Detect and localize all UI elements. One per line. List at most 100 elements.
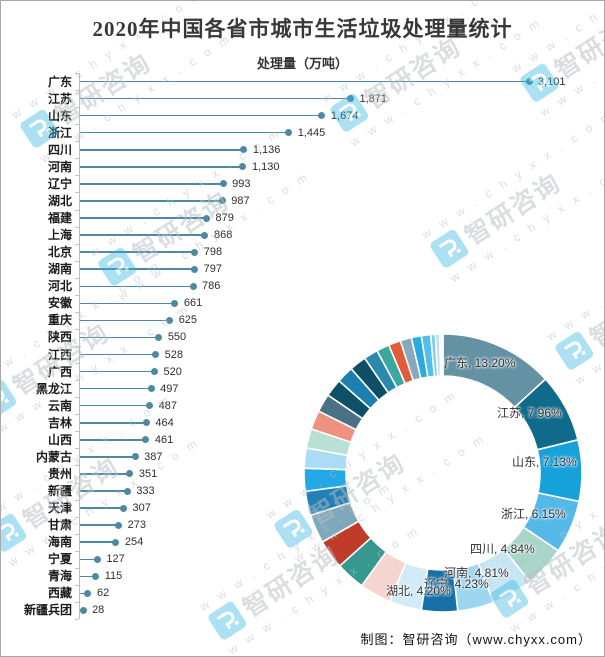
axis-tick xyxy=(75,397,79,399)
axis-tick xyxy=(75,465,79,467)
bar-dot xyxy=(150,368,158,376)
category-label: 湖南 xyxy=(47,262,72,277)
bar-track: 1,130 xyxy=(79,158,604,175)
bar-row: 浙江 1,445 xyxy=(1,124,604,141)
category-axis-line xyxy=(79,73,80,619)
bar-stem xyxy=(80,575,97,578)
bar-row: 陕西 550 xyxy=(1,329,604,346)
value-label: 528 xyxy=(164,348,183,361)
donut-label: 广东, 13.20% xyxy=(444,356,516,370)
bar-row: 河北 786 xyxy=(1,278,604,295)
bar-stem xyxy=(80,558,99,561)
axis-tick xyxy=(75,516,79,518)
bar-track: 798 xyxy=(79,244,604,261)
value-label: 307 xyxy=(132,502,151,515)
axis-tick xyxy=(75,124,79,126)
axis-tick xyxy=(75,499,79,501)
bar-track: 115 xyxy=(79,568,604,585)
bar-row: 贵州 351 xyxy=(1,465,604,482)
donut-segment-山东 xyxy=(536,438,583,503)
bar-stem xyxy=(80,473,131,475)
category-label: 重庆 xyxy=(47,313,72,328)
value-label: 333 xyxy=(136,485,155,498)
bar-track: 254 xyxy=(79,534,604,551)
bar-stem xyxy=(80,114,323,117)
bar-row: 河南 1,130 xyxy=(1,158,604,175)
bar-dot xyxy=(218,197,226,205)
value-label: 464 xyxy=(155,416,174,429)
bar-row: 福建 879 xyxy=(1,210,604,227)
axis-tick xyxy=(75,363,79,365)
bar-stem xyxy=(80,353,157,356)
bar-dot xyxy=(126,470,134,478)
bar-dot xyxy=(525,78,533,86)
bar-stem xyxy=(80,302,176,305)
bar-track: 487 xyxy=(79,397,604,414)
bar-dot xyxy=(123,487,131,495)
bar-row: 宁夏 127 xyxy=(1,551,604,568)
bar-stem xyxy=(80,387,153,390)
bar-dot xyxy=(191,265,199,273)
bar-track: 550 xyxy=(79,329,604,346)
bar-stem xyxy=(80,97,352,100)
category-label: 青海 xyxy=(47,569,72,584)
axis-tick xyxy=(75,601,79,603)
bar-stem xyxy=(80,456,137,458)
donut-label: 辽宁, 4.23% xyxy=(424,577,489,591)
bar-row: 黑龙江 497 xyxy=(1,380,604,397)
bar-row: 北京 798 xyxy=(1,244,604,261)
bar-row: 四川 1,136 xyxy=(1,141,604,158)
value-label: 1,674 xyxy=(330,109,359,122)
donut-label: 河南, 4.81% xyxy=(444,566,509,580)
bar-dot xyxy=(171,299,179,307)
bar-dot xyxy=(146,402,154,410)
bar-dot xyxy=(152,351,160,359)
category-label: 新疆兵团 xyxy=(23,603,72,618)
bar-dot xyxy=(191,248,199,256)
bar-stem xyxy=(80,541,117,543)
axis-tick xyxy=(75,192,79,194)
bar-stem xyxy=(80,404,151,407)
category-label: 云南 xyxy=(47,398,72,413)
bar-track: 1,445 xyxy=(79,124,604,141)
category-label: 贵州 xyxy=(47,466,72,481)
bar-row: 广东 3,101 xyxy=(1,73,604,90)
bar-track: 1,674 xyxy=(79,107,604,124)
bar-dot xyxy=(142,419,150,427)
value-label: 127 xyxy=(106,553,125,566)
bar-dot xyxy=(318,112,326,120)
axis-tick xyxy=(75,107,79,109)
bar-stem xyxy=(80,251,196,253)
bar-row: 甘肃 273 xyxy=(1,517,604,534)
chart-title: 2020年中国各省市城市生活垃圾处理量统计 xyxy=(92,17,513,41)
bar-dot xyxy=(347,95,354,103)
bar-dot xyxy=(201,231,209,239)
category-label: 河北 xyxy=(47,279,72,294)
category-label: 西藏 xyxy=(47,586,72,601)
value-label: 62 xyxy=(96,587,110,600)
value-label: 797 xyxy=(203,263,222,276)
bar-track: 62 xyxy=(79,585,604,602)
bar-track: 273 xyxy=(79,517,604,534)
credit-footer: 制图：智研咨询（www.chyxx.com） xyxy=(360,632,592,647)
value-label: 879 xyxy=(215,212,234,225)
bar-row: 西藏 62 xyxy=(1,585,604,602)
category-label: 福建 xyxy=(47,211,72,226)
bar-row: 上海 868 xyxy=(1,227,604,244)
bar-dot xyxy=(84,589,92,597)
value-label: 993 xyxy=(232,177,251,190)
bar-row: 广西 520 xyxy=(1,363,604,380)
bar-dot xyxy=(219,180,227,188)
lollipop-chart: 广东 3,101 江苏 1,871 山东 1,674 浙江 1,445 四川 1,136 河南 1,1… xyxy=(1,73,604,619)
bar-track: 464 xyxy=(79,414,604,431)
bar-dot xyxy=(92,572,100,580)
bar-stem xyxy=(80,268,196,270)
donut-label: 湖北, 4.20% xyxy=(386,584,451,598)
bar-stem xyxy=(80,285,195,288)
value-label: 1,130 xyxy=(251,160,280,173)
category-label: 江苏 xyxy=(47,91,72,106)
value-label: 461 xyxy=(154,433,174,446)
category-label: 内蒙古 xyxy=(35,449,72,464)
category-label: 广西 xyxy=(47,364,72,379)
bar-dot xyxy=(166,316,174,324)
